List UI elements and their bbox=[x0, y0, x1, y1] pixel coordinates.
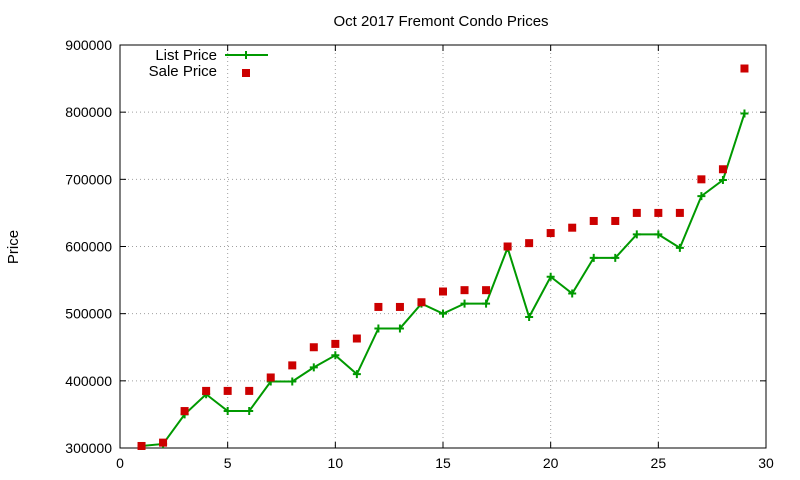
list-price-point bbox=[697, 192, 706, 201]
sale-price-point bbox=[331, 339, 340, 348]
list-price-point bbox=[288, 377, 297, 386]
x-tick-label: 10 bbox=[328, 455, 344, 471]
legend-marker-list-price bbox=[242, 51, 250, 59]
list-price-point bbox=[374, 324, 383, 333]
list-price-point bbox=[245, 407, 254, 416]
legend-swatch-sale-price bbox=[242, 69, 250, 77]
list-price-point bbox=[223, 407, 232, 416]
x-tick-label: 15 bbox=[435, 455, 451, 471]
sale-price-point bbox=[589, 216, 598, 225]
y-tick-label: 300000 bbox=[65, 440, 112, 456]
chart-title: Oct 2017 Fremont Condo Prices bbox=[333, 13, 548, 30]
sale-price-point bbox=[482, 286, 491, 295]
sale-price-point bbox=[417, 298, 426, 307]
y-tick-label: 600000 bbox=[65, 239, 112, 255]
sale-price-point bbox=[718, 165, 727, 174]
list-price-point bbox=[718, 176, 727, 185]
sale-price-point bbox=[546, 229, 555, 238]
sale-price-point bbox=[503, 242, 512, 251]
sale-price-point bbox=[288, 361, 297, 370]
sale-price-point bbox=[654, 208, 663, 217]
y-tick-label: 500000 bbox=[65, 306, 112, 322]
grid-lines bbox=[120, 45, 766, 448]
series-sale-price bbox=[137, 64, 749, 450]
series-layer bbox=[137, 64, 749, 450]
sale-price-point bbox=[697, 175, 706, 184]
sale-price-point bbox=[374, 302, 383, 311]
y-axis-title: Price bbox=[5, 230, 22, 264]
list-price-point bbox=[740, 109, 749, 118]
sale-price-point bbox=[611, 216, 620, 225]
list-price-point bbox=[525, 313, 534, 322]
sale-price-point bbox=[675, 208, 684, 217]
sale-price-point bbox=[137, 441, 146, 450]
sale-price-point bbox=[439, 287, 447, 296]
list-price-point bbox=[482, 299, 491, 308]
sale-price-point bbox=[245, 386, 254, 395]
sale-price-point bbox=[568, 223, 577, 232]
sale-price-point bbox=[632, 208, 641, 217]
sale-price-point bbox=[352, 334, 361, 343]
list-price-point bbox=[439, 309, 447, 318]
list-price-point bbox=[460, 299, 469, 308]
list-price-line bbox=[141, 113, 746, 447]
axis-ticks: 0 5 10 15 20 25 30 300000 400000 500000 600000 7000… bbox=[65, 37, 774, 471]
sale-price-point bbox=[266, 373, 275, 382]
x-tick-label: 30 bbox=[758, 455, 774, 471]
y-tick-label: 900000 bbox=[65, 37, 112, 53]
series-list-price bbox=[137, 109, 749, 450]
y-tick-label: 700000 bbox=[65, 171, 112, 187]
y-tick-label: 400000 bbox=[65, 373, 112, 389]
sale-price-point bbox=[525, 239, 534, 248]
list-price-point bbox=[632, 230, 641, 239]
x-tick-label: 20 bbox=[543, 455, 559, 471]
y-tick-label: 800000 bbox=[65, 104, 112, 120]
list-price-point bbox=[331, 351, 340, 360]
x-tick-label: 0 bbox=[116, 455, 124, 471]
list-price-point bbox=[568, 289, 577, 298]
list-price-point bbox=[589, 253, 598, 262]
sale-price-point bbox=[460, 286, 469, 295]
sale-price-point bbox=[309, 343, 318, 352]
list-price-point bbox=[352, 370, 361, 379]
legend-label-sale-price: Sale Price bbox=[149, 63, 217, 80]
sale-price-point bbox=[159, 438, 168, 447]
sale-price-point bbox=[740, 64, 749, 73]
sale-price-point bbox=[395, 302, 404, 311]
sale-price-point bbox=[202, 386, 211, 395]
list-price-point bbox=[309, 363, 318, 372]
list-price-point bbox=[611, 253, 620, 262]
x-tick-label: 5 bbox=[224, 455, 232, 471]
x-tick-label: 25 bbox=[651, 455, 667, 471]
list-price-point bbox=[395, 324, 404, 333]
list-price-point bbox=[654, 230, 663, 239]
list-price-point bbox=[546, 272, 555, 281]
sale-price-point bbox=[223, 386, 232, 395]
list-price-point bbox=[675, 243, 684, 252]
sale-price-point bbox=[180, 407, 189, 416]
legend-label-list-price: List Price bbox=[155, 47, 217, 64]
